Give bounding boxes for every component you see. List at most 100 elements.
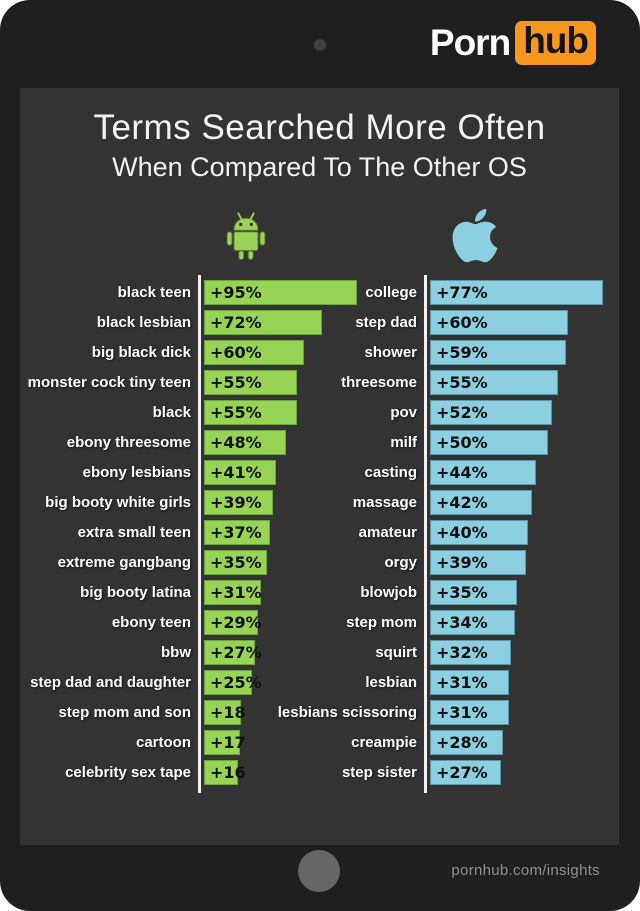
logo-word-porn: Porn [429, 22, 511, 63]
android-bar: +60% [204, 339, 304, 365]
bar-value-label: +42% [436, 492, 488, 512]
bar-cell: +16 [196, 757, 357, 787]
camera-dot [314, 39, 326, 51]
term-label: bbw [161, 643, 191, 661]
term-label: ebony lesbians [82, 463, 191, 481]
bar-value-label: +55% [210, 372, 262, 392]
bar-value-label: +29% [210, 612, 262, 632]
android-bar: +29% [204, 609, 262, 635]
term-label: milf [390, 433, 417, 451]
ios-bar: +35% [430, 579, 517, 605]
term-label: step sister [341, 763, 417, 781]
bar-value-label: +39% [210, 492, 262, 512]
term-label: blowjob [360, 583, 417, 601]
term-label: big booty white girls [45, 493, 191, 511]
bar-value-label: +40% [436, 522, 488, 542]
ios-bar: +59% [430, 339, 566, 365]
term-label: step dad [355, 313, 417, 331]
bar-cell: +32% [422, 637, 603, 667]
bar-value-label: +60% [436, 312, 488, 332]
bar-cell: +35% [422, 577, 603, 607]
android-bar: +55% [204, 369, 297, 395]
bar-value-label: +32% [436, 642, 488, 662]
ios-bar: +77% [430, 279, 603, 305]
ios-bar: +34% [430, 609, 515, 635]
ios-bar: +60% [430, 309, 568, 335]
bar-cell: +27% [422, 757, 603, 787]
bar-value-label: +41% [210, 462, 262, 482]
bar-cell: +95% [196, 277, 357, 307]
term-label: squirt [375, 643, 417, 661]
bar-cell: +55% [196, 367, 357, 397]
term-label: lesbian [365, 673, 417, 691]
bar-cell: +50% [422, 427, 603, 457]
term-label: amateur [358, 523, 417, 541]
bar-value-label: +16 [210, 762, 246, 782]
android-axis-line [198, 275, 201, 793]
ios-bar: +44% [430, 459, 536, 485]
bar-cell: +31% [196, 577, 357, 607]
apple-icon [452, 208, 498, 263]
page-title: Terms Searched More Often [93, 108, 546, 147]
bar-value-label: +35% [436, 582, 488, 602]
ios-bar: +28% [430, 729, 503, 755]
term-label: creampie [351, 733, 417, 751]
ios-bar: +31% [430, 699, 509, 725]
term-label: cartoon [135, 733, 191, 751]
term-label: threesome [341, 373, 417, 391]
ios-bar: +52% [430, 399, 552, 425]
android-chart-column: black teen +95% black lesbian +72% big black… [22, 275, 357, 793]
android-bar: +17 [204, 729, 246, 755]
term-label: ebony teen [111, 613, 191, 631]
bar-cell: +55% [422, 367, 603, 397]
ios-bar: +39% [430, 549, 526, 575]
footer-link: pornhub.com/insights [451, 862, 600, 879]
term-label: big booty latina [80, 583, 191, 601]
bar-cell: +31% [422, 697, 603, 727]
bar-value-label: +77% [436, 282, 488, 302]
home-button[interactable] [298, 850, 340, 892]
term-label: celebrity sex tape [65, 763, 191, 781]
android-bar: +27% [204, 639, 262, 665]
bar-value-label: +25% [210, 672, 262, 692]
term-label: shower [364, 343, 417, 361]
android-bar: +18 [204, 699, 246, 725]
bar-cell: +59% [422, 337, 603, 367]
android-bar: +16 [204, 759, 246, 785]
term-label: step mom [346, 613, 417, 631]
bar-cell: +39% [196, 487, 357, 517]
bar-cell: +55% [196, 397, 357, 427]
ios-bar: +31% [430, 669, 509, 695]
bar-value-label: +44% [436, 462, 488, 482]
term-label: extreme gangbang [57, 553, 191, 571]
screen: Terms Searched More Often When Compared … [20, 88, 619, 845]
term-label: step dad and daughter [30, 673, 191, 691]
bar-value-label: +31% [436, 702, 488, 722]
bar-value-label: +59% [436, 342, 488, 362]
term-label: pov [390, 403, 417, 421]
ios-bar: +27% [430, 759, 501, 785]
term-label: massage [352, 493, 417, 511]
term-label: lesbians scissoring [277, 703, 417, 721]
bar-cell: +42% [422, 487, 603, 517]
term-label: black lesbian [96, 313, 191, 331]
bar-cell: +31% [422, 667, 603, 697]
bar-cell: +18 [196, 697, 357, 727]
bar-cell: +41% [196, 457, 357, 487]
bar-cell: +34% [422, 607, 603, 637]
bar-cell: +25% [196, 667, 357, 697]
bar-value-label: +28% [436, 732, 488, 752]
term-label: black teen [117, 283, 191, 301]
bar-value-label: +95% [210, 282, 262, 302]
logo-word-hub: hub [515, 21, 596, 65]
bar-value-label: +31% [436, 672, 488, 692]
android-bar: +48% [204, 429, 286, 455]
bar-cell: +52% [422, 397, 603, 427]
bar-value-label: +18 [210, 702, 246, 722]
ios-bar: +42% [430, 489, 532, 515]
bar-value-label: +50% [436, 432, 488, 452]
android-bar: +37% [204, 519, 270, 545]
android-icon [226, 212, 266, 261]
android-bar: +31% [204, 579, 262, 605]
bar-cell: +44% [422, 457, 603, 487]
